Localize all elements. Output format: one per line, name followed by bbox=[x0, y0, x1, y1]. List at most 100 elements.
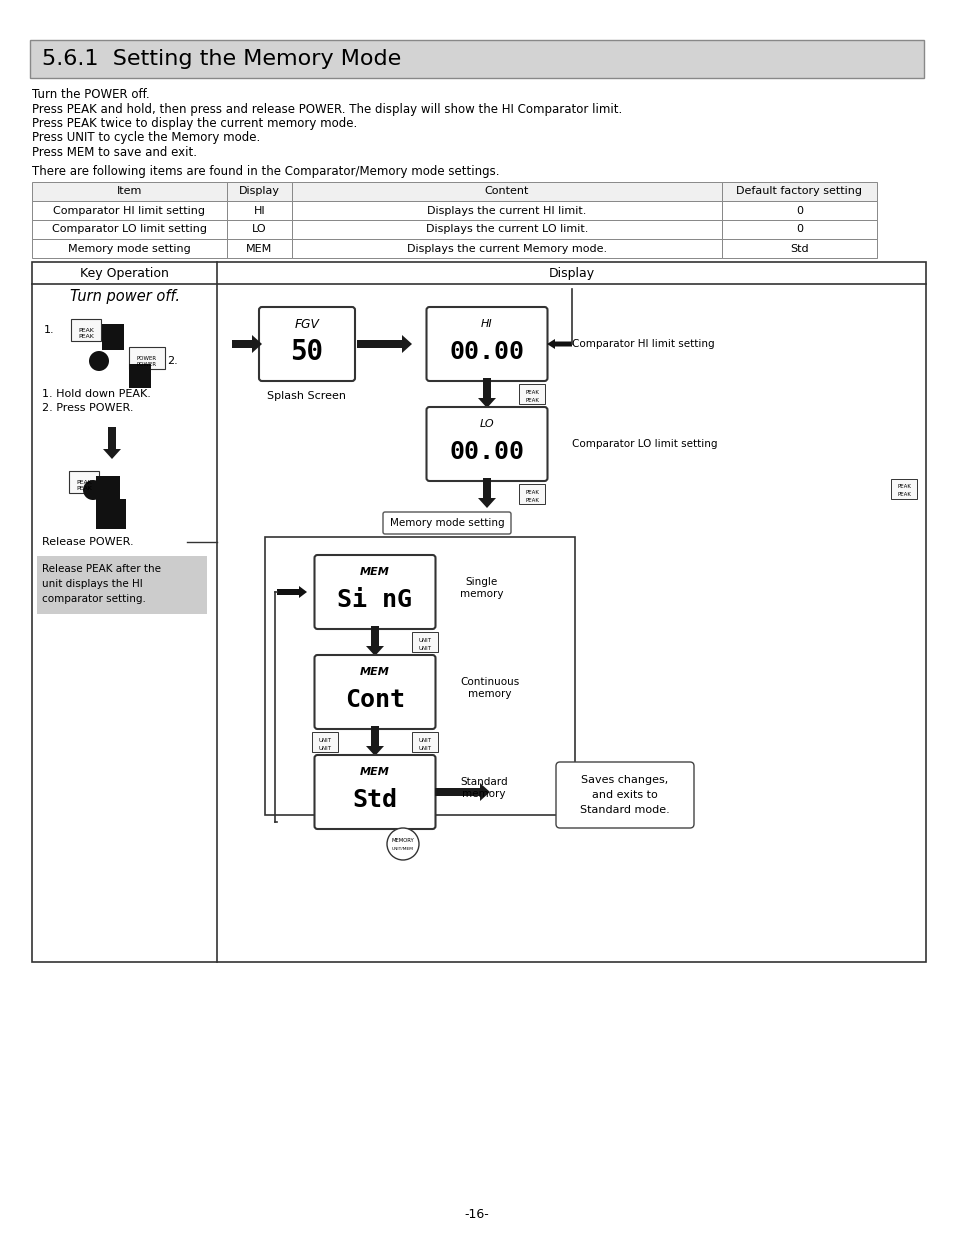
Text: Press PEAK twice to display the current memory mode.: Press PEAK twice to display the current … bbox=[32, 117, 356, 131]
Bar bbox=[32, 182, 227, 201]
Circle shape bbox=[89, 351, 109, 370]
Text: Release PEAK after the
unit displays the HI
comparator setting.: Release PEAK after the unit displays the… bbox=[42, 564, 161, 604]
Text: 00.00: 00.00 bbox=[449, 340, 524, 364]
Text: Std: Std bbox=[352, 788, 397, 811]
Text: MEM: MEM bbox=[359, 767, 390, 777]
Text: Content: Content bbox=[484, 186, 529, 196]
FancyBboxPatch shape bbox=[556, 762, 693, 827]
Text: Press PEAK and hold, then press and release POWER. The display will show the HI : Press PEAK and hold, then press and rele… bbox=[32, 103, 621, 116]
FancyBboxPatch shape bbox=[258, 308, 355, 382]
FancyArrow shape bbox=[435, 783, 490, 802]
Text: LO: LO bbox=[252, 225, 267, 235]
Text: UNIT: UNIT bbox=[418, 737, 431, 742]
FancyArrow shape bbox=[546, 338, 572, 350]
Text: Comparator HI limit setting: Comparator HI limit setting bbox=[53, 205, 205, 215]
Text: MEM: MEM bbox=[359, 667, 390, 677]
Bar bbox=[129, 364, 151, 388]
FancyBboxPatch shape bbox=[314, 755, 435, 829]
Text: 1. Hold down PEAK.: 1. Hold down PEAK. bbox=[42, 389, 151, 399]
FancyArrow shape bbox=[103, 427, 121, 459]
Bar bbox=[227, 182, 292, 201]
Bar bbox=[227, 201, 292, 220]
Text: MEMORY: MEMORY bbox=[392, 839, 414, 844]
Text: Press UNIT to cycle the Memory mode.: Press UNIT to cycle the Memory mode. bbox=[32, 131, 260, 144]
Text: Turn power off.: Turn power off. bbox=[70, 289, 179, 305]
Bar bbox=[721, 240, 876, 258]
FancyBboxPatch shape bbox=[314, 655, 435, 729]
Bar bbox=[32, 240, 227, 258]
Text: 2.: 2. bbox=[167, 356, 177, 366]
Text: PEAK: PEAK bbox=[78, 327, 93, 332]
Text: 1.: 1. bbox=[44, 325, 54, 335]
FancyBboxPatch shape bbox=[518, 384, 544, 404]
FancyBboxPatch shape bbox=[412, 632, 437, 652]
Text: Default factory setting: Default factory setting bbox=[736, 186, 862, 196]
Circle shape bbox=[387, 827, 418, 860]
Text: Press MEM to save and exit.: Press MEM to save and exit. bbox=[32, 146, 196, 158]
Text: Si nG: Si nG bbox=[337, 588, 412, 613]
FancyArrow shape bbox=[477, 378, 496, 408]
Text: UNIT: UNIT bbox=[318, 746, 331, 751]
Text: Std: Std bbox=[789, 243, 808, 253]
Text: Display: Display bbox=[239, 186, 280, 196]
Bar bbox=[721, 182, 876, 201]
Bar bbox=[292, 220, 721, 240]
Text: PEAK: PEAK bbox=[78, 335, 93, 340]
Text: MEM: MEM bbox=[246, 243, 273, 253]
Text: 00.00: 00.00 bbox=[449, 440, 524, 464]
Bar bbox=[265, 537, 575, 815]
Text: POWER: POWER bbox=[137, 363, 157, 368]
FancyBboxPatch shape bbox=[382, 513, 511, 534]
Text: HI: HI bbox=[253, 205, 265, 215]
FancyArrow shape bbox=[232, 335, 262, 353]
Text: Turn the POWER off.: Turn the POWER off. bbox=[32, 88, 150, 100]
Circle shape bbox=[83, 480, 103, 500]
Text: PEAK: PEAK bbox=[524, 389, 538, 394]
Bar bbox=[102, 324, 124, 350]
FancyBboxPatch shape bbox=[312, 732, 337, 752]
Text: 2. Press POWER.: 2. Press POWER. bbox=[42, 403, 133, 412]
Bar bbox=[721, 220, 876, 240]
Bar bbox=[227, 220, 292, 240]
Bar bbox=[96, 499, 126, 529]
FancyBboxPatch shape bbox=[71, 319, 101, 341]
Bar bbox=[32, 220, 227, 240]
FancyArrow shape bbox=[276, 585, 307, 598]
Text: 5.6.1  Setting the Memory Mode: 5.6.1 Setting the Memory Mode bbox=[42, 49, 401, 69]
Text: Cont: Cont bbox=[345, 688, 405, 713]
Text: Standard
memory: Standard memory bbox=[459, 777, 507, 799]
Text: UNIT/MEM: UNIT/MEM bbox=[392, 847, 414, 851]
Text: Displays the current HI limit.: Displays the current HI limit. bbox=[427, 205, 586, 215]
Text: UNIT: UNIT bbox=[418, 646, 431, 651]
FancyBboxPatch shape bbox=[69, 471, 99, 493]
Text: 0: 0 bbox=[795, 225, 802, 235]
FancyBboxPatch shape bbox=[129, 347, 165, 369]
Bar bbox=[227, 240, 292, 258]
Text: There are following items are found in the Comparator/Memory mode settings.: There are following items are found in t… bbox=[32, 165, 499, 179]
FancyBboxPatch shape bbox=[518, 484, 544, 504]
Text: 50: 50 bbox=[291, 338, 323, 366]
FancyBboxPatch shape bbox=[890, 479, 916, 499]
Text: MEM: MEM bbox=[359, 567, 390, 577]
FancyBboxPatch shape bbox=[412, 732, 437, 752]
Text: UNIT: UNIT bbox=[318, 737, 331, 742]
Text: Key Operation: Key Operation bbox=[80, 267, 169, 279]
Text: Continuous
memory: Continuous memory bbox=[459, 677, 518, 699]
Text: Saves changes,
and exits to
Standard mode.: Saves changes, and exits to Standard mod… bbox=[579, 776, 669, 815]
Bar bbox=[96, 475, 120, 504]
FancyArrow shape bbox=[366, 726, 384, 756]
Text: Memory mode setting: Memory mode setting bbox=[68, 243, 191, 253]
Text: FGV: FGV bbox=[294, 317, 319, 331]
Text: -16-: -16- bbox=[464, 1209, 489, 1221]
Text: Single
memory: Single memory bbox=[459, 577, 503, 599]
FancyBboxPatch shape bbox=[426, 308, 547, 382]
FancyBboxPatch shape bbox=[426, 408, 547, 480]
Text: Item: Item bbox=[116, 186, 142, 196]
Bar bbox=[292, 240, 721, 258]
Bar bbox=[32, 201, 227, 220]
Text: Comparator LO limit setting: Comparator LO limit setting bbox=[572, 438, 717, 450]
Text: UNIT: UNIT bbox=[418, 746, 431, 751]
Text: Displays the current LO limit.: Displays the current LO limit. bbox=[425, 225, 588, 235]
Text: LO: LO bbox=[479, 419, 494, 429]
Text: Splash Screen: Splash Screen bbox=[267, 391, 346, 401]
